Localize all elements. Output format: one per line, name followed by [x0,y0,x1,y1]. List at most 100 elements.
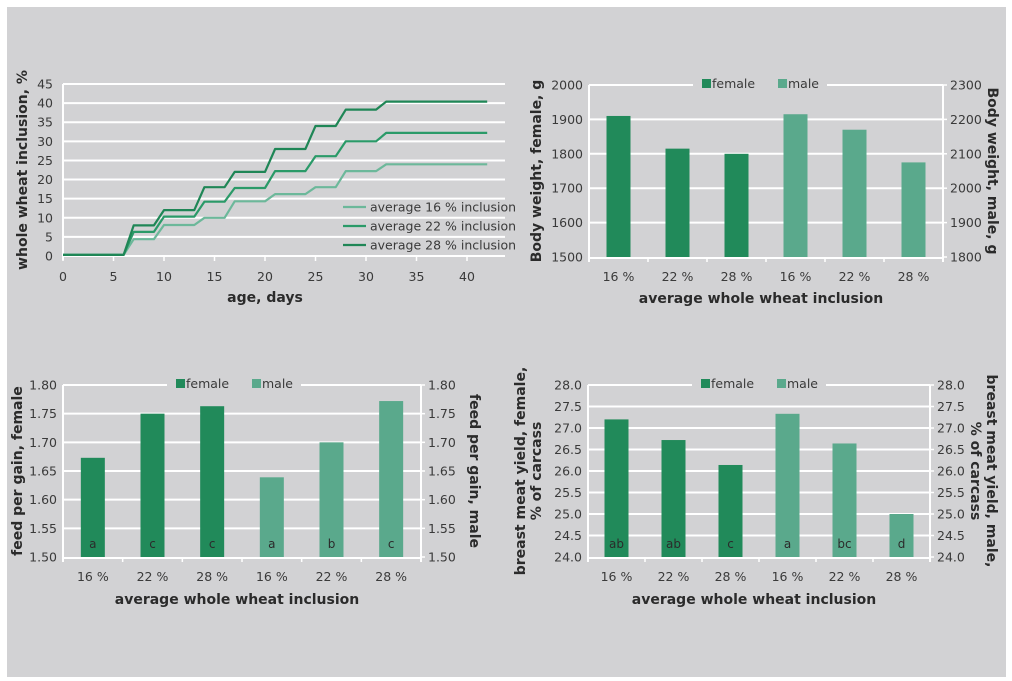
y-tick-label-left: 25.0 [554,507,582,522]
significance-letter: a [89,537,96,551]
x-tick-label: 28 % [721,269,753,284]
y-tick-label-left: 1900 [551,112,583,127]
y-tick-label: 0 [45,249,53,264]
y-tick-label: 35 [37,115,53,130]
x-tick-label: 16 % [256,569,288,584]
bar-female [606,115,631,258]
x-tick-label: 16 % [77,569,109,584]
x-tick-label: 0 [59,269,67,284]
y-tick-label-right: 27.5 [937,399,965,414]
y-tick-label-right: 25.0 [937,507,965,522]
y-tick-label-right: 27.0 [937,421,965,436]
y-tick-label-right: 1.70 [428,435,456,450]
bar-female [724,153,749,257]
bar-female [80,457,105,557]
x-axis-label: age, days [227,290,303,306]
significance-letter: ab [609,537,624,551]
x-tick-label: 22 % [829,569,861,584]
y-tick-label-left: 1.75 [29,406,57,421]
x-tick-label: 15 [207,269,223,284]
y-tick-label-right: 1800 [950,250,982,265]
chart-inclusion: 0 5 10 15 20 25 30 35 40 45 0 5 10 15 20 25 30 35 40 age, d… [15,70,516,306]
x-tick-label: 22 % [316,569,348,584]
y-tick-label: 45 [37,77,53,92]
legend-label: average 16 % inclusion [370,200,516,215]
y-tick-label-left: 1.55 [29,521,57,536]
bar-male [379,401,404,557]
legend-label-female: female [712,76,755,91]
y-tick-label-left: 25.5 [554,485,582,500]
x-tick-label: 5 [110,269,118,284]
significance-letter: a [784,537,791,551]
legend-label-female: female [711,376,754,391]
significance-letter: bc [837,537,851,551]
y-axis-label-left-line: breast meat yield, female, [513,367,529,576]
y-tick-label-left: 26.5 [554,442,582,457]
y-tick-label-right: 2300 [950,78,982,93]
y-tick-label-left: 1.60 [29,492,57,507]
significance-letter: d [898,537,906,551]
significance-letter: c [388,537,395,551]
x-tick-label: 22 % [137,569,169,584]
x-axis-label: average whole wheat inclusion [639,291,883,307]
y-tick-label-right: 2200 [950,112,982,127]
bar-male [842,129,867,257]
y-tick-label: 25 [37,153,53,168]
y-tick-label-left: 2000 [551,78,583,93]
x-axis-label: average whole wheat inclusion [115,592,359,608]
y-tick-label-left: 24.5 [554,528,582,543]
y-tick-label: 15 [37,191,53,206]
y-tick-label-right: 24.5 [937,528,965,543]
x-tick-label: 22 % [658,569,690,584]
y-tick-label-left: 1.65 [29,464,57,479]
y-tick-label-right: 28.0 [937,378,965,393]
bar-male [901,162,926,257]
y-axis-label: whole wheat inclusion, % [15,70,31,270]
y-tick-label-left: 27.5 [554,399,582,414]
y-tick-label: 5 [45,229,53,244]
bar-female [718,464,743,557]
y-tick-label-left: 1600 [551,215,583,230]
legend-label-female: female [186,376,229,391]
x-tick-label: 22 % [839,269,871,284]
y-tick-label-right: 1900 [950,215,982,230]
y-tick-label-right: 1.80 [428,378,456,393]
y-tick-label-left: 27.0 [554,421,582,436]
y-axis-label-left: feed per gain, female [10,386,26,556]
bar-male [259,477,284,557]
x-tick-label: 16 % [772,569,804,584]
legend-swatch-female [701,379,710,388]
series-line-2 [63,131,488,256]
series-line-1 [63,163,488,256]
x-tick-label: 28 % [886,569,918,584]
x-axis-label: average whole wheat inclusion [632,592,876,608]
bar-male [775,413,800,557]
x-tick-label: 40 [459,269,475,284]
x-tick-label: 10 [156,269,172,284]
y-tick-label-left: 26.0 [554,464,582,479]
significance-letter: c [209,537,216,551]
bar-female [665,148,690,257]
bar-female [140,413,165,557]
x-tick-label: 28 % [375,569,407,584]
y-axis-label-left-line: % of carcass [529,422,545,521]
y-axis-label-right-line: breast meat yield, male, [983,375,999,568]
y-tick-label-right: 1.65 [428,464,456,479]
bar-male [832,443,857,557]
bar-male [319,442,344,557]
y-tick-label-left: 1.70 [29,435,57,450]
y-tick-label-right: 24.0 [937,550,965,565]
chart-breastmeat: 24.0 24.0 24.5 24.5 25.0 25.0 25.5 25.5 26.0 26.0… [513,367,999,608]
y-axis-label-left: Body weight, female, g [529,80,545,263]
bar-female [604,419,629,557]
y-tick-label-right: 26.5 [937,442,965,457]
x-tick-label: 28 % [196,569,228,584]
legend-label-male: male [787,376,818,391]
x-tick-label: 30 [358,269,374,284]
y-tick-label-right: 2000 [950,181,982,196]
legend-label-male: male [788,76,819,91]
x-tick-label: 16 % [603,269,635,284]
bar-female [661,440,686,557]
legend-swatch-male [777,379,786,388]
y-tick-label: 30 [37,134,53,149]
